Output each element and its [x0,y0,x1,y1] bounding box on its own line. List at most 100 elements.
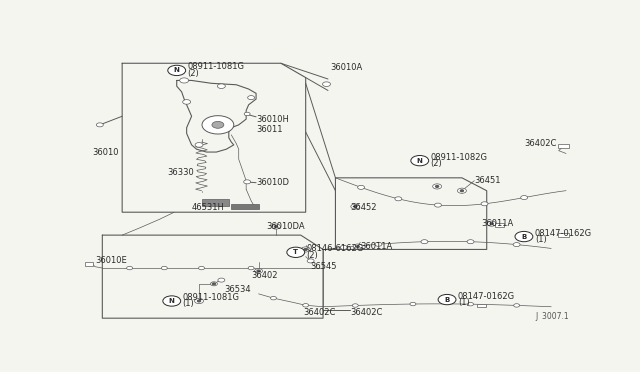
Circle shape [460,190,463,192]
Text: (1): (1) [535,235,547,244]
Text: 36402: 36402 [251,271,278,280]
Text: 36010A: 36010A [330,63,363,72]
Circle shape [395,197,402,201]
Circle shape [487,221,496,226]
Circle shape [287,247,305,257]
Circle shape [307,259,314,263]
Circle shape [353,244,362,249]
Text: (1): (1) [182,299,195,308]
Circle shape [410,302,416,306]
Text: 08911-1081G: 08911-1081G [188,62,244,71]
Text: 36451: 36451 [474,176,501,185]
Circle shape [467,240,474,244]
Bar [477,304,486,307]
Circle shape [375,242,382,246]
Circle shape [195,142,203,147]
Text: 36010: 36010 [92,148,119,157]
Text: (2): (2) [431,159,442,168]
Circle shape [436,186,438,187]
Circle shape [218,278,225,282]
Text: 08911-1081G: 08911-1081G [182,293,239,302]
Circle shape [514,304,520,307]
Circle shape [255,269,262,273]
Text: T: T [293,249,298,255]
Text: J  3007.1: J 3007.1 [535,312,568,321]
Circle shape [97,123,103,127]
Circle shape [443,297,451,302]
Text: (2): (2) [307,251,319,260]
Circle shape [257,270,260,272]
Circle shape [198,300,200,302]
Circle shape [182,100,191,104]
Circle shape [248,96,255,100]
Circle shape [195,298,204,304]
Text: 08911-1082G: 08911-1082G [431,153,488,162]
Circle shape [513,243,520,247]
Text: 36402C: 36402C [350,308,383,317]
Bar [558,233,569,237]
Text: 36452: 36452 [350,203,377,212]
Circle shape [323,82,330,86]
Text: 08147-0162G: 08147-0162G [458,292,515,301]
Circle shape [458,188,467,193]
Circle shape [275,226,277,227]
Circle shape [271,224,280,229]
Circle shape [127,266,132,270]
Text: N: N [174,67,180,73]
Text: 36010DA: 36010DA [266,222,305,231]
Circle shape [163,296,180,306]
Circle shape [435,203,442,207]
Circle shape [468,302,474,306]
Text: B: B [522,234,527,240]
Circle shape [433,184,442,189]
Bar [85,262,93,266]
Circle shape [271,296,276,300]
Circle shape [481,202,488,206]
Text: 46531H: 46531H [191,203,225,212]
Circle shape [356,246,359,247]
Text: 36011: 36011 [256,125,283,134]
Text: (1): (1) [458,298,470,307]
Text: 36010E: 36010E [95,256,127,265]
Text: 36330: 36330 [167,168,193,177]
Text: 36010D: 36010D [256,178,289,187]
Circle shape [212,283,216,285]
Circle shape [521,196,527,199]
Circle shape [490,223,493,225]
Circle shape [515,231,533,242]
Text: B: B [444,296,450,302]
Text: 36010H: 36010H [256,115,289,124]
Text: 36545: 36545 [310,262,337,271]
Circle shape [304,248,307,250]
Circle shape [303,304,308,307]
Circle shape [212,121,224,128]
Circle shape [218,84,225,89]
Text: 36402C: 36402C [303,308,335,317]
Circle shape [421,240,428,244]
Text: 36011A: 36011A [360,242,392,251]
Circle shape [354,206,356,207]
Circle shape [180,78,189,83]
Circle shape [301,247,310,252]
Circle shape [438,294,456,305]
Circle shape [340,246,348,249]
Circle shape [351,204,360,209]
Circle shape [198,266,205,270]
Text: 36011A: 36011A [482,219,514,228]
Circle shape [411,155,429,166]
Circle shape [248,266,254,270]
Bar [495,223,504,227]
Circle shape [202,116,234,134]
Text: N: N [169,298,175,304]
Text: 08146-6162G: 08146-6162G [307,244,364,253]
Circle shape [211,282,218,286]
Circle shape [244,180,251,184]
Circle shape [445,299,449,301]
Bar [202,199,229,206]
Circle shape [244,112,250,116]
Circle shape [168,65,186,76]
Circle shape [353,304,358,307]
Circle shape [161,266,167,270]
Text: 08147-0162G: 08147-0162G [535,229,592,238]
Text: 36534: 36534 [224,285,250,294]
